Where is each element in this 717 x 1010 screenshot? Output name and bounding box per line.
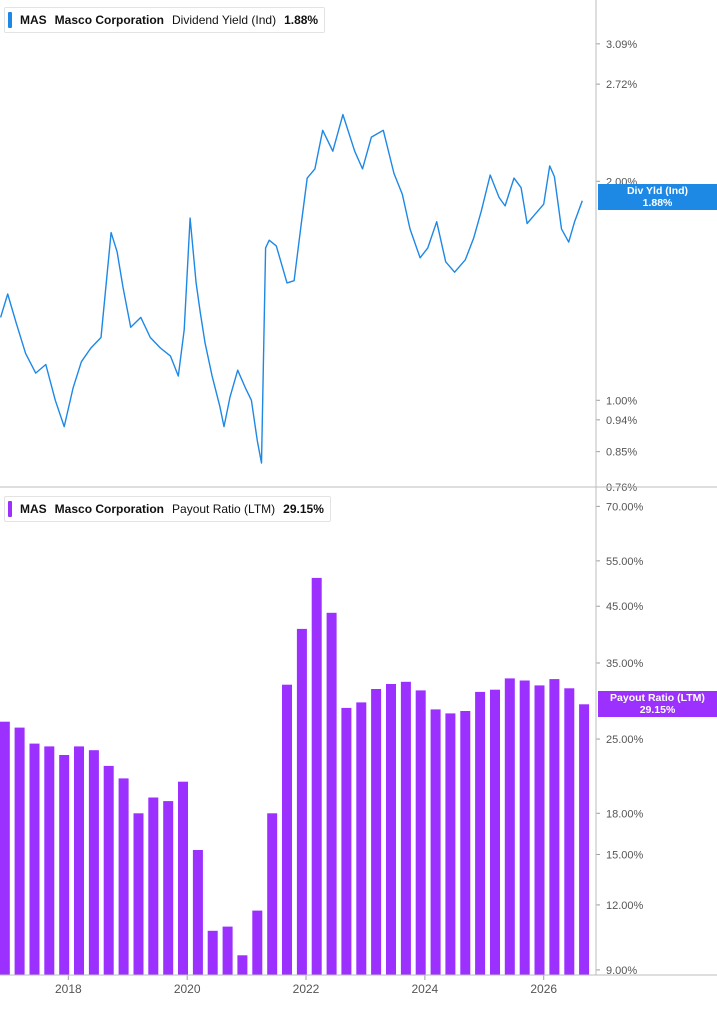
payout-bar — [14, 727, 25, 975]
payout-y-tick-label: 9.00% — [606, 965, 637, 977]
payout-bar — [59, 755, 70, 975]
payout-bar — [549, 679, 560, 975]
payout-current-value-pill: Payout Ratio (LTM) 29.15% — [598, 691, 717, 717]
yield-legend-company: Masco Corporation — [54, 13, 165, 27]
payout-bar — [356, 702, 367, 975]
yield-y-tick-label: 3.09% — [606, 39, 637, 51]
payout-panel: 9.00% 12.00% 15.00% 18.00% 25.00% 35.00% 45.00… — [0, 501, 644, 977]
x-tick-label: 2022 — [293, 982, 320, 996]
payout-y-tick-label: 25.00% — [606, 734, 644, 746]
payout-bar — [341, 707, 352, 975]
payout-bar — [178, 781, 188, 975]
payout-bar — [296, 628, 307, 975]
payout-y-tick-label: 18.00% — [606, 808, 644, 820]
payout-y-tick-label: 35.00% — [606, 658, 644, 670]
payout-bar — [415, 690, 426, 975]
yield-legend: MAS Masco Corporation Dividend Yield (In… — [4, 7, 326, 33]
yield-y-tick-label: 0.94% — [606, 415, 637, 427]
yield-current-value-pill: Div Yld (Ind) 1.88% — [598, 184, 717, 210]
yield-y-tick-label: 2.72% — [606, 79, 637, 91]
yield-legend-metric: Dividend Yield (Ind) — [172, 13, 277, 27]
yield-y-tick-label: 0.85% — [606, 447, 637, 459]
yield-legend-ticker: MAS — [20, 13, 47, 27]
payout-bar — [163, 801, 174, 975]
payout-y-tick-label: 55.00% — [606, 556, 644, 568]
payout-y-tick-label: 70.00% — [606, 501, 644, 513]
payout-bar — [207, 930, 218, 975]
x-tick-label: 2018 — [55, 982, 82, 996]
payout-bar — [460, 711, 471, 975]
payout-bar — [192, 850, 203, 975]
payout-bar — [222, 926, 233, 975]
yield-pill-label: Div Yld (Ind) — [626, 185, 689, 197]
yield-pill-value: 1.88% — [642, 197, 673, 209]
yield-panel: 0.76%0.85%0.94%1.00%2.00%2.72%3.09% — [0, 39, 637, 494]
payout-bar — [311, 577, 322, 975]
payout-bar — [29, 743, 40, 975]
x-tick-label: 2026 — [530, 982, 557, 996]
payout-bar — [504, 678, 515, 975]
payout-bar — [44, 746, 55, 975]
x-tick-label: 2020 — [174, 982, 201, 996]
payout-bar — [103, 765, 114, 975]
payout-bar — [519, 680, 530, 975]
payout-bar — [534, 685, 545, 975]
yield-y-tick-label: 1.00% — [606, 395, 637, 407]
payout-bar — [475, 691, 486, 975]
yield-legend-value: 1.88% — [284, 13, 319, 27]
payout-bar — [400, 681, 411, 975]
payout-pill-value: 29.15% — [639, 704, 676, 716]
payout-bar — [579, 704, 590, 975]
payout-bar — [386, 684, 396, 975]
payout-bar — [252, 910, 263, 975]
payout-legend: MAS Masco Corporation Payout Ratio (LTM)… — [4, 496, 331, 522]
payout-legend-metric: Payout Ratio (LTM) — [172, 502, 276, 516]
x-tick-label: 2024 — [412, 982, 439, 996]
payout-pill-label: Payout Ratio (LTM) — [610, 692, 705, 704]
payout-bar — [490, 689, 500, 975]
payout-bar — [74, 746, 84, 975]
x-axis: 2018 2020 2022 2024 2026 — [55, 975, 557, 996]
payout-bar — [88, 750, 99, 975]
payout-bar — [371, 689, 382, 975]
yield-legend-swatch — [8, 12, 12, 28]
payout-bar — [326, 612, 337, 975]
payout-bar — [237, 955, 248, 975]
payout-y-tick-label: 45.00% — [606, 601, 644, 613]
payout-bar — [148, 797, 159, 975]
payout-bar — [445, 713, 456, 975]
payout-legend-value: 29.15% — [283, 502, 324, 516]
payout-bar — [430, 709, 441, 975]
payout-bar — [0, 721, 10, 975]
payout-legend-company: Masco Corporation — [54, 502, 165, 516]
yield-y-tick-label: 0.76% — [606, 482, 637, 494]
payout-y-tick-label: 12.00% — [606, 900, 644, 912]
payout-bar — [267, 813, 278, 975]
payout-bar — [133, 813, 144, 975]
payout-legend-ticker: MAS — [20, 502, 47, 516]
payout-y-tick-label: 15.00% — [606, 849, 644, 861]
payout-legend-swatch — [8, 501, 12, 517]
payout-bar — [118, 778, 129, 975]
payout-bar — [282, 684, 292, 975]
yield-series-line — [0, 113, 583, 464]
payout-bar — [564, 688, 575, 975]
